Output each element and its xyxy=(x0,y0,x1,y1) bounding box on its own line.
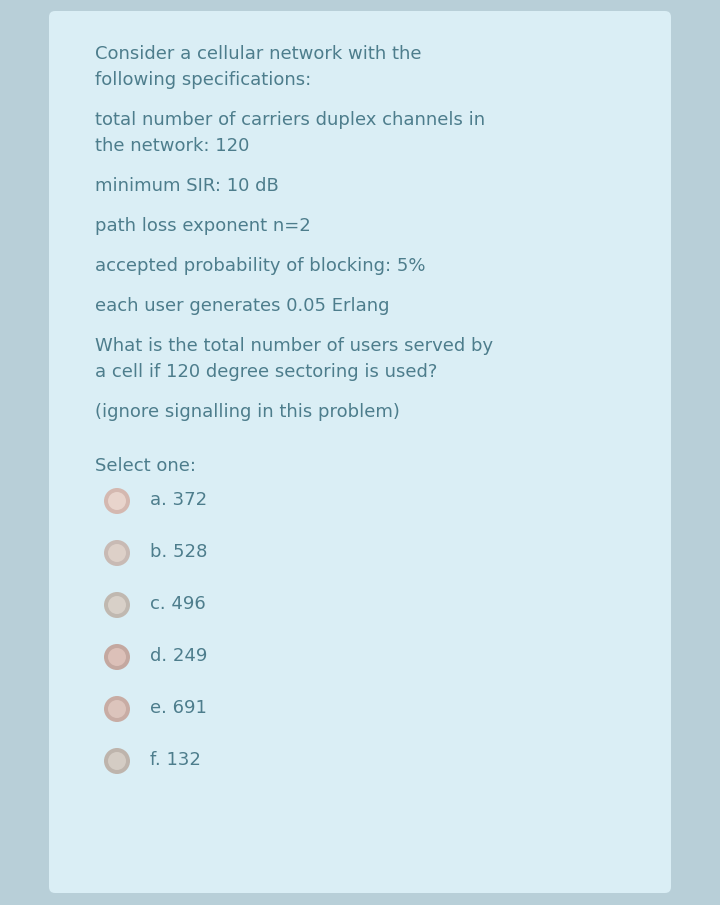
Circle shape xyxy=(104,748,130,774)
Text: following specifications:: following specifications: xyxy=(95,71,311,89)
Text: a cell if 120 degree sectoring is used?: a cell if 120 degree sectoring is used? xyxy=(95,363,437,381)
Text: path loss exponent n=2: path loss exponent n=2 xyxy=(95,217,311,235)
Circle shape xyxy=(104,488,130,514)
Circle shape xyxy=(108,544,126,562)
Text: total number of carriers duplex channels in: total number of carriers duplex channels… xyxy=(95,111,485,129)
Text: accepted probability of blocking: 5%: accepted probability of blocking: 5% xyxy=(95,257,426,275)
FancyBboxPatch shape xyxy=(49,11,671,893)
Text: (ignore signalling in this problem): (ignore signalling in this problem) xyxy=(95,403,400,421)
Circle shape xyxy=(108,648,126,666)
Text: What is the total number of users served by: What is the total number of users served… xyxy=(95,337,493,355)
Text: b. 528: b. 528 xyxy=(150,543,207,561)
Text: d. 249: d. 249 xyxy=(150,647,207,665)
Text: Consider a cellular network with the: Consider a cellular network with the xyxy=(95,45,421,63)
Text: each user generates 0.05 Erlang: each user generates 0.05 Erlang xyxy=(95,297,390,315)
Circle shape xyxy=(108,596,126,614)
Text: c. 496: c. 496 xyxy=(150,595,206,613)
Circle shape xyxy=(108,700,126,718)
Circle shape xyxy=(104,540,130,566)
Text: e. 691: e. 691 xyxy=(150,699,207,717)
Text: the network: 120: the network: 120 xyxy=(95,137,249,155)
Text: minimum SIR: 10 dB: minimum SIR: 10 dB xyxy=(95,177,279,195)
Circle shape xyxy=(104,644,130,670)
Text: Select one:: Select one: xyxy=(95,457,196,475)
Circle shape xyxy=(104,592,130,618)
Text: a. 372: a. 372 xyxy=(150,491,207,509)
Circle shape xyxy=(108,492,126,510)
Circle shape xyxy=(104,696,130,722)
Circle shape xyxy=(108,752,126,770)
Text: f. 132: f. 132 xyxy=(150,751,201,769)
